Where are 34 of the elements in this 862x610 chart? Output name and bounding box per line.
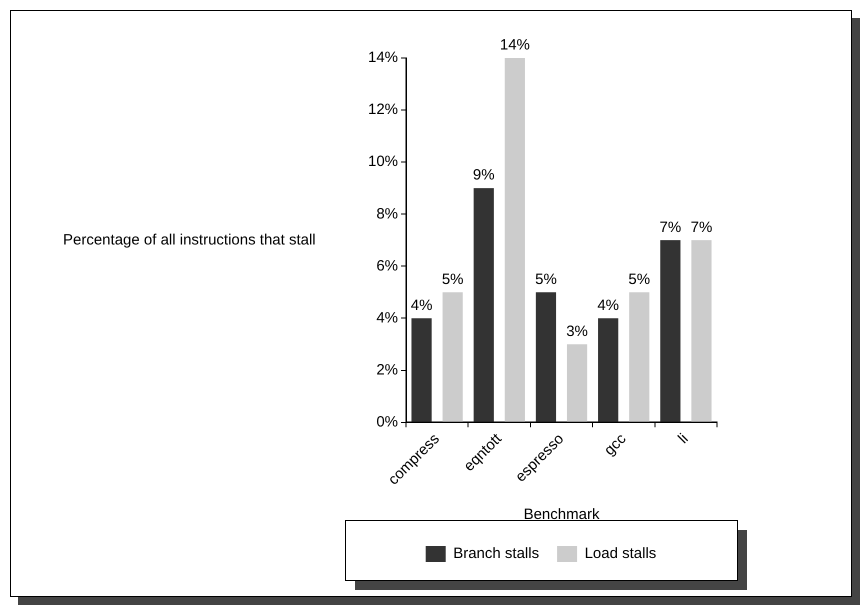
y-axis-title: Percentage of all instructions that stall — [63, 231, 316, 248]
y-tick-label: 0% — [376, 413, 398, 430]
data-label: 9% — [472, 166, 495, 184]
y-tick-label: 2% — [376, 361, 398, 378]
bar — [660, 240, 680, 422]
y-tick-label: 12% — [368, 101, 398, 118]
data-label: 7% — [690, 218, 712, 236]
x-tick-label: gcc — [600, 430, 630, 459]
data-label: 5% — [535, 270, 557, 288]
bar — [566, 344, 588, 422]
data-label: 7% — [660, 218, 682, 236]
data-label: 4% — [597, 296, 619, 314]
y-tick-label: 8% — [376, 205, 398, 222]
y-tick-label: 10% — [368, 153, 398, 170]
y-tick-label: 6% — [376, 257, 398, 274]
data-label: 4% — [410, 296, 432, 314]
data-label: 3% — [566, 322, 588, 340]
bar — [442, 292, 463, 422]
x-tick-label: li — [674, 430, 692, 448]
x-axis-title: Benchmark — [524, 506, 600, 524]
legend-label: Load stalls — [584, 545, 656, 562]
bar — [691, 240, 712, 422]
bar — [629, 292, 650, 422]
y-tick-label: 4% — [376, 309, 398, 326]
bar — [474, 188, 494, 422]
bar — [598, 318, 618, 422]
data-label: 5% — [628, 270, 650, 288]
legend-label: Branch stalls — [453, 545, 540, 562]
bar — [411, 318, 432, 422]
data-label: 5% — [442, 270, 464, 288]
y-tick-label: 14% — [368, 49, 398, 66]
bar — [504, 58, 525, 422]
bar — [536, 292, 556, 422]
data-label: 14% — [500, 36, 530, 54]
